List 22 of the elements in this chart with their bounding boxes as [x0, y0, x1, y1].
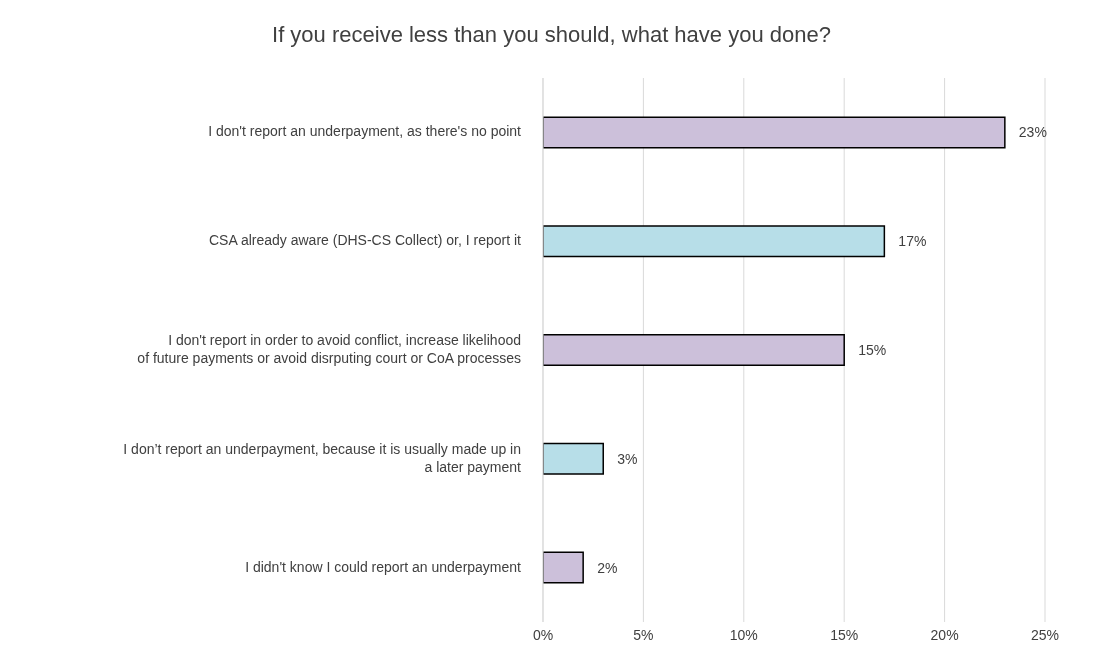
- y-tick-label: CSA already aware (DHS-CS Collect) or, I report it: [209, 231, 522, 248]
- x-tick-label: 25%: [1030, 626, 1060, 643]
- data-label: 17%: [898, 233, 927, 250]
- x-tick-label: 10%: [729, 626, 758, 643]
- x-tick-label: 15%: [830, 626, 859, 643]
- data-label: 23%: [1018, 124, 1047, 141]
- x-tick-label: 5%: [633, 626, 654, 643]
- data-label: 3%: [617, 450, 638, 467]
- y-tick-label: I don’t report an underpayment, because it is usually made up in a later payment: [123, 440, 522, 475]
- x-tick-label: 20%: [930, 626, 959, 643]
- y-tick-label: I don't report in order to avoid conflict, increase likelihood of future payments or avoid disrputing court or CoA processes: [137, 331, 521, 366]
- y-tick-label: I didn't know I could report an underpayment: [245, 558, 522, 575]
- bar: [543, 334, 845, 366]
- data-label: 15%: [858, 341, 887, 358]
- bar: [543, 225, 886, 258]
- bar: [543, 442, 604, 475]
- y-tick-label: I don't report an underpayment, as there's no point: [208, 123, 522, 140]
- bar: [543, 551, 584, 584]
- chart-title: If you receive less than you should, what have you done?: [271, 21, 832, 49]
- data-label: 2%: [597, 559, 618, 576]
- x-tick-label: 0%: [532, 626, 554, 643]
- bar: [543, 116, 1006, 149]
